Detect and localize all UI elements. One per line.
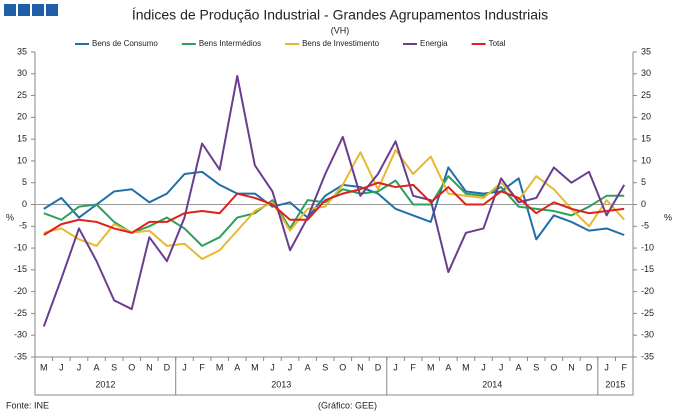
logo: [18, 4, 30, 16]
x-tick-label: J: [77, 362, 82, 372]
year-label: 2012: [95, 379, 115, 389]
source: Fonte: INE: [6, 400, 49, 410]
x-tick-label: F: [621, 362, 627, 372]
x-tick-label: M: [462, 362, 470, 372]
y2-tick-label: 10: [641, 155, 651, 165]
x-tick-label: J: [393, 362, 398, 372]
year-label: 2013: [271, 379, 291, 389]
x-tick-label: S: [322, 362, 328, 372]
y-tick-label: -25: [14, 308, 27, 318]
chart-subtitle: (VH): [331, 25, 350, 35]
series-line: [43, 149, 625, 260]
x-tick-label: A: [234, 362, 240, 372]
y-tick-label: 25: [17, 90, 27, 100]
y-tick-label: 30: [17, 68, 27, 78]
x-tick-label: J: [59, 362, 64, 372]
x-tick-label: O: [128, 362, 135, 372]
y2-tick-label: 30: [641, 68, 651, 78]
logo: [32, 4, 44, 16]
x-tick-label: N: [357, 362, 364, 372]
x-tick-label: S: [111, 362, 117, 372]
x-tick-label: D: [586, 362, 593, 372]
x-tick-label: J: [270, 362, 275, 372]
year-label: 2014: [482, 379, 502, 389]
y-axis-label: %: [6, 212, 14, 222]
y-tick-label: 10: [17, 155, 27, 165]
y2-tick-label: 0: [641, 199, 646, 209]
y2-tick-label: -35: [641, 351, 654, 361]
y2-tick-label: 35: [641, 46, 651, 56]
y-tick-label: 5: [22, 177, 27, 187]
y-tick-label: 15: [17, 134, 27, 144]
x-tick-label: N: [146, 362, 153, 372]
series-line: [43, 181, 625, 236]
chart-title: Índices de Produção Industrial - Grandes…: [132, 7, 548, 23]
x-axis-box: [34, 356, 634, 396]
y-tick-label: 35: [17, 46, 27, 56]
y2-tick-label: 5: [641, 177, 646, 187]
legend-label: Bens de Investimento: [302, 39, 379, 48]
y-tick-label: -30: [14, 330, 27, 340]
credit: (Gráfico: GEE): [318, 400, 377, 410]
logo: [46, 4, 58, 16]
y2-tick-label: -20: [641, 286, 654, 296]
legend-label: Total: [489, 39, 506, 48]
x-tick-label: D: [375, 362, 382, 372]
y2-tick-label: -25: [641, 308, 654, 318]
series-line: [43, 166, 625, 241]
y2-tick-label: 20: [641, 112, 651, 122]
y2-tick-label: 25: [641, 90, 651, 100]
legend-label: Bens Intermédios: [199, 39, 261, 48]
y-tick-label: 20: [17, 112, 27, 122]
x-tick-label: J: [499, 362, 504, 372]
legend-label: Energia: [420, 39, 448, 48]
year-label: 2015: [605, 379, 625, 389]
y-tick-label: -20: [14, 286, 27, 296]
y-tick-label: 0: [22, 199, 27, 209]
x-tick-label: J: [604, 362, 609, 372]
x-tick-label: F: [199, 362, 205, 372]
y2-tick-label: 15: [641, 134, 651, 144]
logo: [4, 4, 16, 16]
x-tick-label: N: [568, 362, 575, 372]
y-tick-label: -35: [14, 351, 27, 361]
series-line: [43, 175, 625, 247]
y2-axis-label: %: [664, 212, 672, 222]
x-tick-label: J: [182, 362, 187, 372]
x-tick-label: O: [339, 362, 346, 372]
x-tick-label: A: [94, 362, 100, 372]
x-tick-label: A: [305, 362, 311, 372]
x-tick-label: F: [410, 362, 416, 372]
x-tick-label: A: [445, 362, 451, 372]
x-tick-label: S: [533, 362, 539, 372]
y-tick-label: -15: [14, 264, 27, 274]
legend-label: Bens de Consumo: [92, 39, 158, 48]
x-tick-label: M: [427, 362, 435, 372]
x-tick-label: M: [40, 362, 48, 372]
x-tick-label: J: [288, 362, 293, 372]
x-tick-label: M: [251, 362, 259, 372]
y2-tick-label: -15: [641, 264, 654, 274]
x-tick-label: O: [550, 362, 557, 372]
y2-tick-label: -30: [641, 330, 654, 340]
series-line: [42, 74, 626, 327]
y2-tick-label: -5: [641, 221, 649, 231]
x-tick-label: J: [481, 362, 486, 372]
y-tick-label: -5: [19, 221, 27, 231]
x-tick-label: D: [164, 362, 171, 372]
x-tick-label: A: [516, 362, 522, 372]
y2-tick-label: -10: [641, 242, 654, 252]
y-tick-label: -10: [14, 242, 27, 252]
x-tick-label: M: [216, 362, 224, 372]
